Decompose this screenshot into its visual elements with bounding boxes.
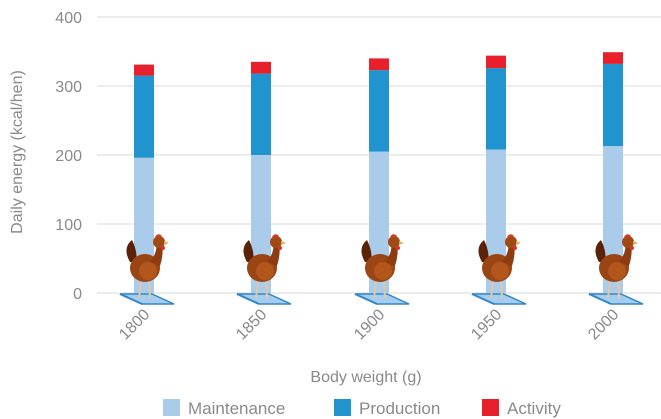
legend-swatch <box>334 399 351 416</box>
bar-activity-1900 <box>369 58 389 71</box>
bar-activity-1800 <box>134 64 154 76</box>
bar-activity-1950 <box>486 55 506 69</box>
legend: Maintenance Production Activity <box>163 399 561 418</box>
legend-label: Production <box>359 399 440 418</box>
bar-production-2000 <box>603 63 623 147</box>
y-axis-title: Daily energy (kcal/hen) <box>9 70 26 234</box>
y-tick-label: 100 <box>55 217 82 234</box>
legend-item-production: Production <box>334 399 440 418</box>
bar-production-1850 <box>251 73 271 155</box>
bar-production-1950 <box>486 68 506 150</box>
x-axis-title: Body weight (g) <box>310 369 421 386</box>
y-tick-label: 400 <box>55 10 82 27</box>
hen-on-scale-icon <box>354 234 410 305</box>
x-tick-label: 1800 <box>116 306 153 343</box>
y-tick-label: 300 <box>55 79 82 96</box>
y-tick-label: 0 <box>73 286 82 303</box>
hen-icons <box>119 234 644 305</box>
hen-on-scale-icon <box>471 234 527 305</box>
legend-swatch <box>482 399 499 416</box>
bar-production-1900 <box>369 70 389 152</box>
hen-on-scale-icon <box>119 234 175 305</box>
x-axis-ticks: 1800 1850 1900 1950 2000 <box>116 306 622 343</box>
hen-on-scale-icon <box>236 234 292 305</box>
x-tick-label: 2000 <box>585 306 622 343</box>
y-tick-label: 200 <box>55 148 82 165</box>
x-tick-label: 1850 <box>233 306 270 343</box>
bar-activity-1850 <box>251 61 271 74</box>
legend-item-activity: Activity <box>482 399 561 418</box>
y-axis-ticks: 0 100 200 300 400 <box>55 10 82 303</box>
legend-swatch <box>163 399 180 416</box>
hen-on-scale-icon <box>588 234 644 305</box>
bar-activity-2000 <box>603 52 623 64</box>
legend-item-maintenance: Maintenance <box>163 399 285 418</box>
x-tick-label: 1900 <box>351 306 388 343</box>
x-tick-label: 1950 <box>468 306 505 343</box>
bar-production-1800 <box>134 75 154 158</box>
legend-label: Maintenance <box>188 399 285 418</box>
legend-label: Activity <box>507 399 561 418</box>
